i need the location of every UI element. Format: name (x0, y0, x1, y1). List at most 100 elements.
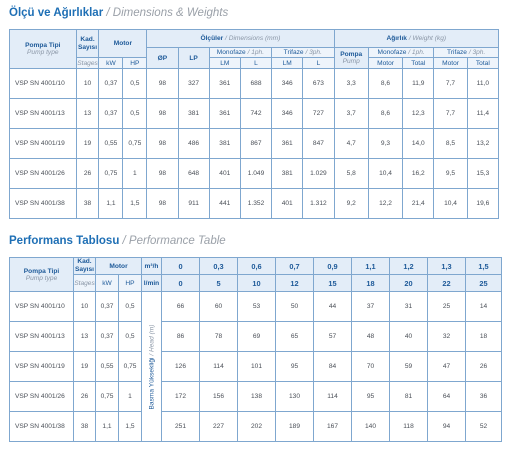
table-cell: 10,4 (433, 188, 468, 219)
table-cell: 98 (146, 98, 179, 129)
header-kw: kW (98, 57, 124, 69)
table-cell: 32 (427, 321, 466, 352)
table-row: VSP SN 4001/26 26 0,75 1 172 156 138 130 114 95 81… (9, 381, 502, 412)
flow-lmin: 10 (237, 274, 276, 292)
table-cell: 37 (351, 291, 390, 322)
performance-title-en: / Performance Table (122, 235, 226, 247)
table-cell: 50 (275, 291, 314, 322)
flow-lmin: 22 (427, 274, 466, 292)
table-cell: 3,7 (333, 98, 369, 129)
table-cell: 70 (351, 351, 390, 382)
dimensions-title-tr: Ölçü ve Ağırlıklar (9, 7, 104, 19)
table-cell: 13,2 (466, 128, 500, 159)
table-cell: 95 (351, 381, 390, 412)
table-cell: 1.029 (302, 158, 335, 189)
table-cell: 688 (239, 68, 273, 99)
table-cell: 11,4 (466, 98, 500, 129)
table-cell: 327 (177, 68, 210, 99)
table-cell: 1.312 (302, 188, 335, 219)
dimensions-weights-table: Pompa Tipi Pump type Kad. Sayısı Motor Öl… (9, 29, 500, 219)
table-cell: 126 (161, 351, 200, 382)
table-cell: 9,3 (367, 128, 404, 159)
table-cell: 7,7 (433, 68, 468, 99)
header-tri-lm: LM (271, 57, 304, 69)
header-weight: Ağırlık / Weight (kg) (333, 29, 500, 48)
table-cell: 0,5 (122, 68, 148, 99)
table-cell: 0,5 (122, 98, 148, 129)
table-cell: 0,75 (122, 128, 148, 159)
table-cell: 172 (161, 381, 200, 412)
table-cell: 1 (118, 381, 142, 412)
pump-model-cell: VSP SN 4001/38 (9, 188, 77, 219)
table-cell: 114 (313, 381, 352, 412)
table-cell: 10,4 (367, 158, 404, 189)
performance-title-tr: Performans Tablosu (9, 235, 120, 247)
flow-lmin: 5 (199, 274, 238, 292)
header-mono-total: Total (402, 57, 435, 69)
table-row: VSP SN 4001/38 38 1,1 1,5 98 911 441 1.352 401 1.… (9, 188, 500, 219)
flow-m3h: 0,7 (275, 257, 314, 275)
table-cell: 44 (313, 291, 352, 322)
header-stages-en: Stages (75, 57, 100, 69)
table-cell: 867 (239, 128, 273, 159)
table-cell: 0,55 (95, 351, 119, 382)
table-cell: 14 (465, 291, 502, 322)
dimensions-title-en: / Dimensions & Weights (106, 7, 229, 19)
table-cell: 66 (161, 291, 200, 322)
table-cell: 742 (239, 98, 273, 129)
table-cell: 202 (237, 411, 276, 442)
table-cell: 57 (313, 321, 352, 352)
table-cell: 38 (75, 188, 100, 219)
table-cell: 15,3 (466, 158, 500, 189)
perf-header-lmin: l/min (141, 274, 162, 292)
table-cell: 13 (73, 321, 96, 352)
table-cell: 1,5 (122, 188, 148, 219)
table-cell: 0,75 (118, 351, 142, 382)
performance-title: Performans Tablosu / Performance Table (9, 235, 226, 247)
header-dimensions: Ölçüler / Dimensions (mm) (146, 29, 335, 48)
table-cell: 19 (73, 351, 96, 382)
table-cell: 0,5 (118, 291, 142, 322)
table-cell: 0,37 (95, 291, 119, 322)
table-cell: 648 (177, 158, 210, 189)
flow-m3h: 1,5 (465, 257, 502, 275)
perf-header-stages: Kad. Sayısı (73, 257, 96, 275)
table-cell: 52 (465, 411, 502, 442)
table-cell: 64 (427, 381, 466, 412)
perf-header-hp: HP (118, 274, 142, 292)
table-cell: 140 (351, 411, 390, 442)
flow-lmin: 25 (465, 274, 502, 292)
table-cell: 81 (389, 381, 428, 412)
pump-model-cell: VSP SN 4001/10 (9, 291, 74, 322)
table-cell: 911 (177, 188, 210, 219)
table-cell: 381 (271, 158, 304, 189)
header-mono-lm: LM (208, 57, 241, 69)
table-cell: 13 (75, 98, 100, 129)
table-cell: 95 (275, 351, 314, 382)
header-weight-triphase: Trifaze / 3ph. (433, 47, 499, 58)
table-cell: 9,2 (333, 188, 369, 219)
pump-model-cell: VSP SN 4001/19 (9, 128, 77, 159)
table-row: VSP SN 4001/10 10 0,37 0,5 Basma Yüksekliği … (9, 291, 502, 442)
header-motor: Motor (98, 29, 148, 58)
table-cell: 19,6 (466, 188, 500, 219)
header-hp: HP (122, 57, 148, 69)
table-cell: 118 (389, 411, 428, 442)
table-cell: 14,0 (402, 128, 435, 159)
table-cell: 167 (313, 411, 352, 442)
header-stages: Kad. Sayısı (75, 29, 100, 58)
table-cell: 60 (199, 291, 238, 322)
flow-lmin: 18 (351, 274, 390, 292)
table-cell: 0,75 (98, 158, 124, 189)
table-cell: 346 (271, 68, 304, 99)
table-cell: 98 (146, 68, 179, 99)
header-tri-total: Total (466, 57, 500, 69)
table-cell: 86 (161, 321, 200, 352)
perf-header-stages-en: Stages (73, 274, 96, 292)
table-cell: 1.352 (239, 188, 273, 219)
table-cell: 130 (275, 381, 314, 412)
header-tri-motor: Motor (433, 57, 468, 69)
table-cell: 227 (199, 411, 238, 442)
pump-model-cell: VSP SN 4001/13 (9, 321, 74, 352)
table-cell: 59 (389, 351, 428, 382)
